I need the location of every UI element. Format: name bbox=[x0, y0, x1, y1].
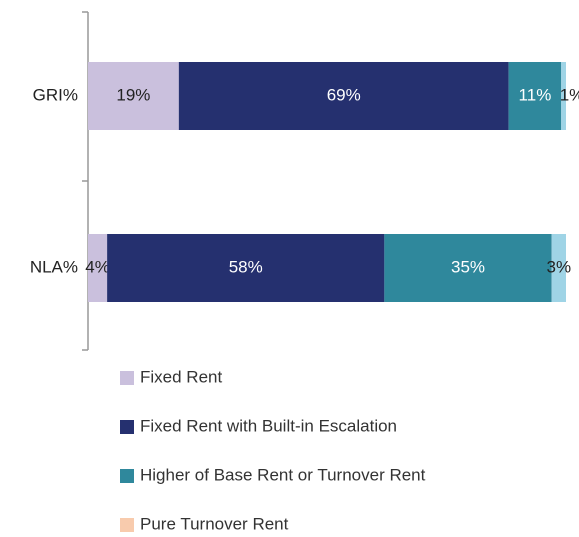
legend-swatch bbox=[120, 469, 134, 483]
data-label: 19% bbox=[116, 85, 150, 104]
legend-label: Higher of Base Rent or Turnover Rent bbox=[140, 465, 426, 484]
legend-swatch bbox=[120, 371, 134, 385]
data-label: 1% bbox=[560, 85, 579, 104]
data-label: 58% bbox=[229, 257, 263, 276]
bar-segment bbox=[107, 234, 385, 302]
bar-segment bbox=[508, 62, 562, 130]
legend-label: Pure Turnover Rent bbox=[140, 514, 289, 533]
bar-segment bbox=[561, 62, 566, 130]
y-tick-label: NLA% bbox=[30, 257, 78, 276]
bar-segment bbox=[178, 62, 509, 130]
bar-segment bbox=[88, 234, 108, 302]
data-label: 35% bbox=[451, 257, 485, 276]
legend-label: Fixed Rent bbox=[140, 367, 222, 386]
legend-swatch bbox=[120, 518, 134, 532]
data-label: 3% bbox=[547, 257, 572, 276]
legend-swatch bbox=[120, 420, 134, 434]
y-tick-label: GRI% bbox=[33, 85, 78, 104]
bar-segment bbox=[384, 234, 552, 302]
data-label: 11% bbox=[519, 85, 552, 104]
data-label: 69% bbox=[327, 85, 361, 104]
data-label: 4% bbox=[85, 257, 110, 276]
bar-segment bbox=[551, 234, 566, 302]
bar-segment bbox=[88, 62, 179, 130]
legend-label: Fixed Rent with Built-in Escalation bbox=[140, 416, 397, 435]
